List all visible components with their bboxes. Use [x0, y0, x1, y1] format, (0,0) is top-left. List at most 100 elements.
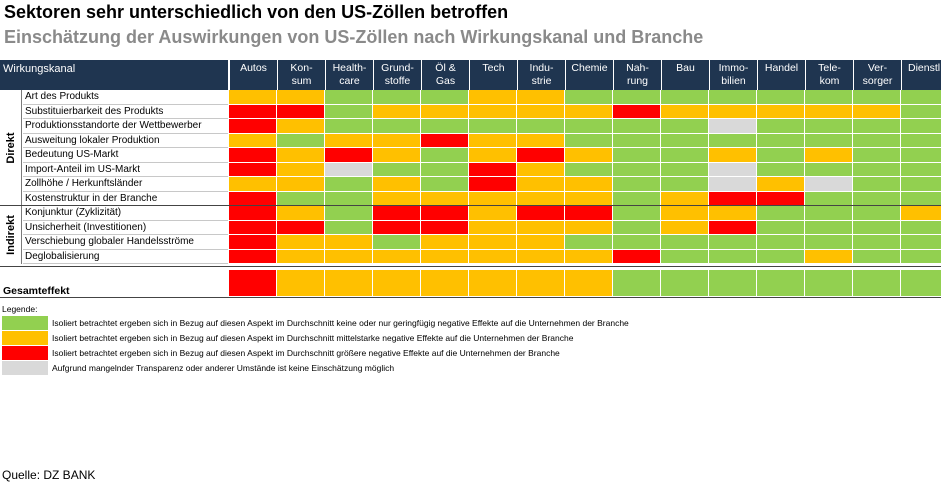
heatmap-cell: [661, 249, 709, 264]
legend-swatch: [2, 346, 48, 360]
heatmap-cell: [901, 133, 941, 148]
heatmap-cell: [709, 191, 757, 206]
heatmap-cell: [661, 191, 709, 206]
heatmap-cell: [901, 191, 941, 206]
heatmap-cell: [613, 177, 661, 192]
heatmap-cell: [565, 235, 613, 250]
heatmap-cell: [421, 249, 469, 264]
heatmap-cell: [853, 119, 901, 134]
row-label: Import-Anteil im US-Markt: [23, 163, 228, 177]
total-cell: [469, 270, 517, 297]
heatmap-cell: [373, 104, 421, 119]
heatmap-cell: [325, 235, 373, 250]
heatmap-cell: [805, 90, 853, 105]
heatmap-cell: [901, 249, 941, 264]
heatmap-cell: [901, 177, 941, 192]
heatmap-cell: [757, 148, 805, 163]
total-cell: [709, 270, 757, 297]
heatmap-cell: [565, 249, 613, 264]
row-label: Substituierbarkeit des Produkts: [23, 105, 228, 119]
heatmap-cell: [517, 235, 565, 250]
heatmap-cell: [853, 220, 901, 235]
heatmap-cell: [565, 119, 613, 134]
heatmap-cell: [373, 177, 421, 192]
heatmap-cell: [853, 162, 901, 177]
heatmap-cell: [853, 133, 901, 148]
heatmap-cell: [805, 177, 853, 192]
heatmap-cell: [229, 104, 277, 119]
heatmap-cell: [373, 220, 421, 235]
heatmap-cell: [661, 104, 709, 119]
heatmap-cell: [565, 90, 613, 105]
column-header: Grund- stoffe: [373, 60, 421, 90]
heatmap-cell: [325, 148, 373, 163]
heatmap-cell: [277, 206, 325, 221]
heatmap-cell: [661, 133, 709, 148]
heatmap-cell: [325, 206, 373, 221]
heatmap-cell: [805, 119, 853, 134]
row-label: Kostenstruktur in der Branche: [23, 192, 228, 206]
heatmap-cell: [757, 206, 805, 221]
heatmap-cell: [469, 206, 517, 221]
heatmap-cell: [421, 148, 469, 163]
heatmap-cell: [709, 220, 757, 235]
legend-text: Isoliert betrachtet ergeben sich in Bezu…: [52, 333, 574, 343]
heatmap-cell: [229, 206, 277, 221]
heatmap-cell: [229, 220, 277, 235]
heatmap-cell: [277, 104, 325, 119]
row-label: Produktionsstandorte der Wettbewerber: [23, 119, 228, 134]
group-separator: [0, 205, 941, 206]
heatmap-cell: [373, 249, 421, 264]
heatmap-cell: [565, 191, 613, 206]
group-label: Direkt: [0, 90, 22, 206]
column-header: Ver- sorger: [853, 60, 901, 90]
heatmap-cell: [565, 206, 613, 221]
total-cell: [325, 270, 373, 297]
heatmap-cell: [517, 133, 565, 148]
heatmap-cell: [853, 90, 901, 105]
row-label: Zollhöhe / Herkunftsländer: [23, 177, 228, 192]
total-cell: [373, 270, 421, 297]
heatmap-cell: [421, 191, 469, 206]
chart-title: Sektoren sehr unterschiedlich von den US…: [4, 2, 509, 22]
heatmap-cell: [709, 119, 757, 134]
group-label-text: Direkt: [4, 132, 17, 164]
heatmap-cell: [517, 90, 565, 105]
heatmap-cell: [757, 162, 805, 177]
heatmap-cell: [613, 133, 661, 148]
legend-text: Isoliert betrachtet ergeben sich in Bezu…: [52, 348, 560, 358]
total-label: Gesamteffekt: [3, 285, 70, 297]
total-cell: [805, 270, 853, 297]
heatmap-cell: [469, 249, 517, 264]
heatmap-cell: [613, 104, 661, 119]
column-header: Immo- bilien: [709, 60, 757, 90]
heatmap-cell: [805, 235, 853, 250]
heatmap-cell: [421, 206, 469, 221]
heatmap-cell: [805, 133, 853, 148]
heatmap-cell: [613, 191, 661, 206]
heatmap-cell: [565, 133, 613, 148]
column-header: Kon- sum: [277, 60, 325, 90]
total-cell: [229, 270, 277, 297]
row-label: Bedeutung US-Markt: [23, 148, 228, 163]
heatmap-cell: [469, 133, 517, 148]
total-cell: [853, 270, 901, 297]
heatmap-cell: [757, 104, 805, 119]
total-cell: [565, 270, 613, 297]
heatmap-cell: [709, 206, 757, 221]
heatmap-cell: [757, 235, 805, 250]
heatmap-cell: [325, 133, 373, 148]
heatmap-cell: [805, 220, 853, 235]
heatmap-cell: [277, 177, 325, 192]
heatmap-cell: [613, 148, 661, 163]
heatmap-cell: [517, 249, 565, 264]
heatmap-cell: [277, 119, 325, 134]
heatmap-cell: [757, 90, 805, 105]
heatmap-cell: [661, 162, 709, 177]
heatmap-cell: [853, 177, 901, 192]
heatmap-cell: [853, 104, 901, 119]
heatmap-cell: [613, 119, 661, 134]
heatmap-cell: [613, 249, 661, 264]
row-header: Wirkungskanal: [0, 60, 228, 90]
heatmap-cell: [901, 148, 941, 163]
